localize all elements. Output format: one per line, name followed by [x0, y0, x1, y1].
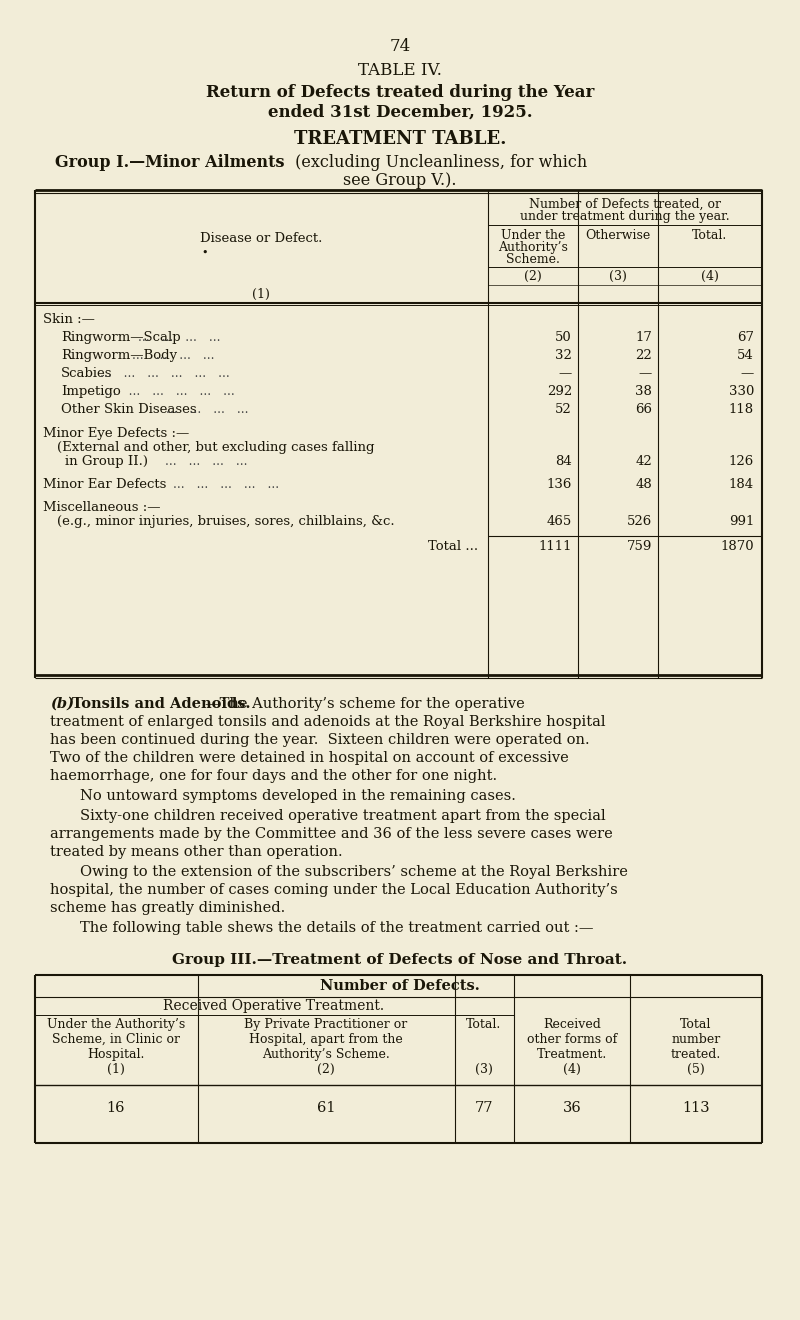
Text: 991: 991 — [729, 515, 754, 528]
Text: Group III.—Treatment of Defects of Nose and Throat.: Group III.—Treatment of Defects of Nose … — [173, 953, 627, 968]
Text: 67: 67 — [737, 331, 754, 345]
Text: (e.g., minor injuries, bruises, sores, chilblains, &c.: (e.g., minor injuries, bruises, sores, c… — [57, 515, 394, 528]
Text: Total.
 
 
(3): Total. (3) — [466, 1018, 502, 1076]
Text: Ringworm—Body: Ringworm—Body — [61, 348, 177, 362]
Text: ...   ...   ...   ...: ... ... ... ... — [166, 403, 248, 416]
Text: 118: 118 — [729, 403, 754, 416]
Text: 50: 50 — [555, 331, 572, 345]
Text: Two of the children were detained in hospital on account of excessive: Two of the children were detained in hos… — [50, 751, 569, 766]
Text: 292: 292 — [546, 385, 572, 399]
Text: 42: 42 — [635, 455, 652, 469]
Text: Otherwise: Otherwise — [586, 228, 650, 242]
Text: 38: 38 — [635, 385, 652, 399]
Text: (3): (3) — [609, 271, 627, 282]
Text: Under the: Under the — [501, 228, 565, 242]
Text: Minor Eye Defects :—: Minor Eye Defects :— — [43, 426, 190, 440]
Text: The following table shews the details of the treatment carried out :—: The following table shews the details of… — [80, 921, 594, 935]
Text: Tonsils and Adenoids.: Tonsils and Adenoids. — [72, 697, 250, 711]
Text: TREATMENT TABLE.: TREATMENT TABLE. — [294, 129, 506, 148]
Text: treated by means other than operation.: treated by means other than operation. — [50, 845, 342, 859]
Text: 526: 526 — [626, 515, 652, 528]
Text: 1870: 1870 — [720, 540, 754, 553]
Text: ...   ...   ...   ...   ...: ... ... ... ... ... — [173, 478, 279, 491]
Text: 32: 32 — [555, 348, 572, 362]
Text: (b): (b) — [50, 697, 74, 711]
Text: Total ...: Total ... — [428, 540, 478, 553]
Text: (External and other, but excluding cases falling: (External and other, but excluding cases… — [57, 441, 374, 454]
Text: 759: 759 — [626, 540, 652, 553]
Text: Disease or Defect.: Disease or Defect. — [200, 232, 322, 246]
Text: Received
other forms of
Treatment.
(4): Received other forms of Treatment. (4) — [527, 1018, 617, 1076]
Text: Minor Ear Defects: Minor Ear Defects — [43, 478, 166, 491]
Text: ...   ...   ...   ...: ... ... ... ... — [138, 331, 221, 345]
Text: 1111: 1111 — [538, 540, 572, 553]
Text: Total.: Total. — [692, 228, 728, 242]
Text: 16: 16 — [106, 1101, 126, 1115]
Text: (1): (1) — [252, 288, 270, 301]
Text: Total
number
treated.
(5): Total number treated. (5) — [671, 1018, 721, 1076]
Text: 77: 77 — [474, 1101, 494, 1115]
Text: 17: 17 — [635, 331, 652, 345]
Text: •: • — [201, 248, 207, 257]
Text: in Group II.): in Group II.) — [65, 455, 148, 469]
Text: 48: 48 — [635, 478, 652, 491]
Text: ...   ...   ...   ...: ... ... ... ... — [165, 455, 247, 469]
Text: ...   ...   ...   ...: ... ... ... ... — [133, 348, 215, 362]
Text: 184: 184 — [729, 478, 754, 491]
Text: Skin :—: Skin :— — [43, 313, 95, 326]
Text: 84: 84 — [555, 455, 572, 469]
Text: 126: 126 — [729, 455, 754, 469]
Text: ended 31st December, 1925.: ended 31st December, 1925. — [268, 104, 532, 121]
Text: Other Skin Diseases: Other Skin Diseases — [61, 403, 197, 416]
Text: ...   ...   ...   ...   ...   ...: ... ... ... ... ... ... — [99, 367, 230, 380]
Text: Scheme.: Scheme. — [506, 253, 560, 267]
Text: Number of Defects treated, or: Number of Defects treated, or — [529, 198, 721, 211]
Text: —The Authority’s scheme for the operative: —The Authority’s scheme for the operativ… — [205, 697, 525, 711]
Text: —: — — [558, 367, 572, 380]
Text: (4): (4) — [701, 271, 719, 282]
Text: Impetigo: Impetigo — [61, 385, 121, 399]
Text: Received Operative Treatment.: Received Operative Treatment. — [163, 999, 385, 1012]
Text: haemorrhage, one for four days and the other for one night.: haemorrhage, one for four days and the o… — [50, 770, 497, 783]
Text: under treatment during the year.: under treatment during the year. — [520, 210, 730, 223]
Text: 330: 330 — [729, 385, 754, 399]
Text: 61: 61 — [317, 1101, 335, 1115]
Text: No untoward symptoms developed in the remaining cases.: No untoward symptoms developed in the re… — [80, 789, 516, 803]
Text: see Group V.).: see Group V.). — [343, 172, 457, 189]
Text: 54: 54 — [738, 348, 754, 362]
Text: Return of Defects treated during the Year: Return of Defects treated during the Yea… — [206, 84, 594, 102]
Text: Miscellaneous :—: Miscellaneous :— — [43, 502, 161, 513]
Text: ...   ...   ...   ...   ...   ...: ... ... ... ... ... ... — [105, 385, 234, 399]
Text: TABLE IV.: TABLE IV. — [358, 62, 442, 79]
Text: —: — — [741, 367, 754, 380]
Text: Scabies: Scabies — [61, 367, 113, 380]
Text: —: — — [638, 367, 652, 380]
Text: Number of Defects.: Number of Defects. — [320, 979, 480, 993]
Text: treatment of enlarged tonsils and adenoids at the Royal Berkshire hospital: treatment of enlarged tonsils and adenoi… — [50, 715, 606, 729]
Text: Owing to the extension of the subscribers’ scheme at the Royal Berkshire: Owing to the extension of the subscriber… — [80, 865, 628, 879]
Text: Group I.—Minor Ailments: Group I.—Minor Ailments — [55, 154, 285, 172]
Text: hospital, the number of cases coming under the Local Education Authority’s: hospital, the number of cases coming und… — [50, 883, 618, 898]
Text: 74: 74 — [390, 38, 410, 55]
Text: 113: 113 — [682, 1101, 710, 1115]
Text: 22: 22 — [635, 348, 652, 362]
Text: (excluding Uncleanliness, for which: (excluding Uncleanliness, for which — [290, 154, 587, 172]
Text: 465: 465 — [546, 515, 572, 528]
Text: has been continued during the year.  Sixteen children were operated on.: has been continued during the year. Sixt… — [50, 733, 590, 747]
Text: By Private Practitioner or
Hospital, apart from the
Authority’s Scheme.
(2): By Private Practitioner or Hospital, apa… — [244, 1018, 408, 1076]
Text: Ringworm—Scalp: Ringworm—Scalp — [61, 331, 181, 345]
Text: scheme has greatly diminished.: scheme has greatly diminished. — [50, 902, 286, 915]
Text: 36: 36 — [562, 1101, 582, 1115]
Text: 66: 66 — [635, 403, 652, 416]
Text: (2): (2) — [524, 271, 542, 282]
Text: Authority’s: Authority’s — [498, 242, 568, 253]
Text: Sixty-one children received operative treatment apart from the special: Sixty-one children received operative tr… — [80, 809, 606, 822]
Text: 52: 52 — [555, 403, 572, 416]
Text: Under the Authority’s
Scheme, in Clinic or
Hospital.
(1): Under the Authority’s Scheme, in Clinic … — [47, 1018, 185, 1076]
Text: arrangements made by the Committee and 36 of the less severe cases were: arrangements made by the Committee and 3… — [50, 828, 613, 841]
Text: 136: 136 — [546, 478, 572, 491]
